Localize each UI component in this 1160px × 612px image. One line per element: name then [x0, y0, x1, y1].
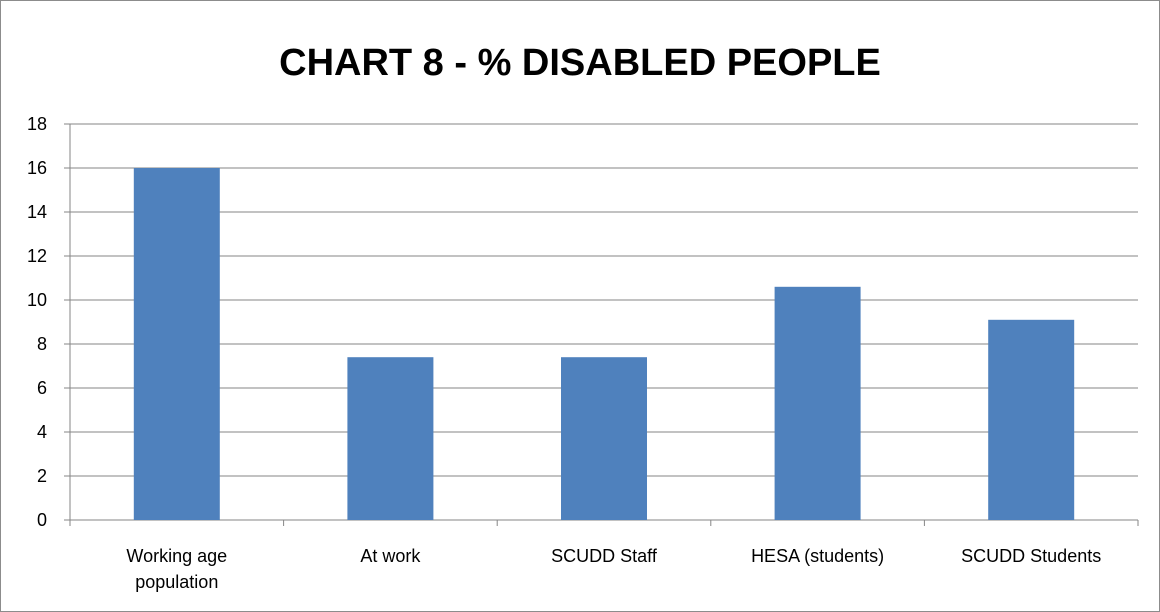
x-tick-label: SCUDD Staff	[551, 546, 658, 566]
y-tick-label: 4	[37, 422, 47, 442]
bar	[988, 319, 1075, 520]
y-tick-label: 10	[27, 290, 47, 310]
chart-title: CHART 8 - % DISABLED PEOPLE	[279, 42, 881, 84]
y-tick-label: 2	[37, 466, 47, 486]
y-tick-label: 12	[27, 246, 47, 266]
bar	[133, 168, 220, 520]
x-tick-label: HESA (students)	[751, 546, 884, 566]
y-tick-label: 16	[27, 158, 47, 178]
bar	[347, 357, 434, 520]
y-tick-label: 18	[27, 114, 47, 134]
x-tick-label: At work	[360, 546, 421, 566]
y-tick-label: 6	[37, 378, 47, 398]
x-tick-label: SCUDD Students	[961, 546, 1101, 566]
bar	[561, 357, 647, 520]
y-tick-label: 0	[37, 510, 47, 530]
x-tick-label: population	[135, 572, 218, 592]
y-tick-label: 14	[27, 202, 47, 222]
y-tick-label: 8	[37, 334, 47, 354]
x-tick-label: Working age	[126, 546, 227, 566]
bar	[774, 286, 861, 520]
